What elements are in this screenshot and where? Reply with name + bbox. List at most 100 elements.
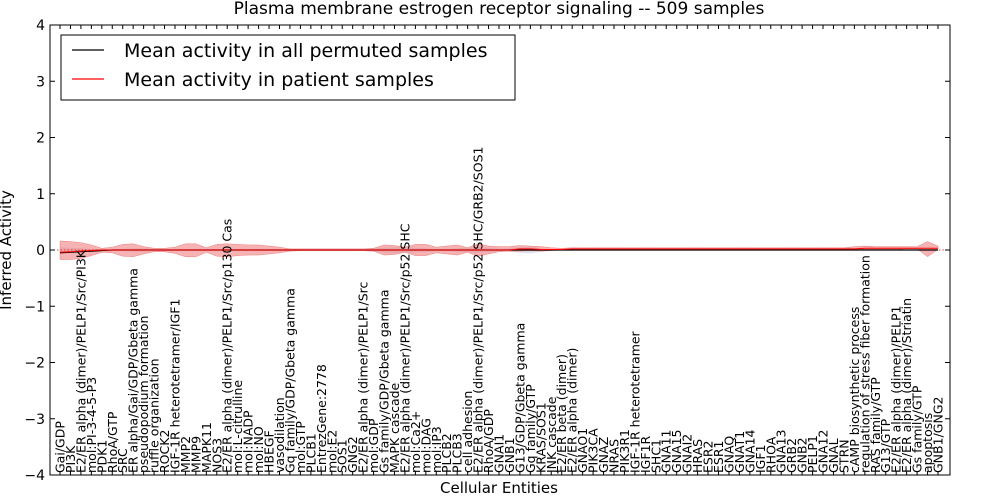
plot-area [49,24,951,476]
x-tick-label: GNB1 [502,437,517,473]
x-tick-label: E2/ER alpha (dimer)/PELP1/Src [356,281,371,473]
x-tick-label: PIK3R1 [617,429,632,473]
x-tick-label: GNG2 [345,436,360,473]
x-tick-label: IGF-1R heterotetramer/IGF1 [167,299,182,473]
x-tick-label: E2/ER alpha (dimer) [565,348,580,473]
x-tick-label: mol:GTP [293,421,308,473]
x-tick-label: HRAS [690,439,705,473]
y-tick-label: 2 [36,131,45,147]
x-tick-label: GNA12 [816,430,831,474]
x-tick-label: IGF1R [638,435,653,473]
x-tick-label: SRC [115,448,130,473]
x-tick-label: PLCB2 [439,433,454,473]
x-tick-label: Gq family/GTP [523,384,538,473]
x-tick-label: PLCB3 [450,433,465,473]
x-tick-label: ESR2 [701,441,716,473]
x-tick-label: HBEGF [262,430,277,473]
x-tick-label: RhoA/GTP [105,411,120,473]
x-tick-label: E2/ER alpha (dimer)/PELP1 [889,305,904,473]
x-tick-label: IGF1 [753,444,768,473]
x-tick-label: GNAQ [721,436,736,473]
x-tick-label: KRAS/SOS1 [533,402,548,473]
x-tick-label: PIK3CA [586,428,601,473]
x-tick-label: E2/ER alpha (dimer)/PELP1/Src/p130 Cas [220,219,235,473]
chart-title: Plasma membrane estrogen receptor signal… [234,0,765,19]
y-tick-label: 0 [36,243,45,259]
x-tick-label: vasodilation [272,397,287,473]
x-tick-label: PELP1 [805,435,820,473]
x-tick-label: GRB2 [784,438,799,473]
x-tick-label: Gs family/GDP/Gbeta gamma [377,290,392,473]
x-tick-label: MMP2 [178,436,193,473]
x-tick-label: GNB1/GNG2 [931,397,946,473]
x-tick-label: GNAO1 [575,428,590,473]
x-tick-label: mol:PI-3-4-5-P3 [84,377,99,473]
x-tick-label: mol:Ca2+ [408,411,423,473]
x-tick-label: MAPK cascade [387,382,402,473]
x-tick-label: RHOA [763,436,778,473]
x-tick-label: E2/ER alpha (dimer)/PELP1/Src/p52 SHC/GR… [471,147,486,473]
x-tick-label: mol:IP3 [429,426,444,473]
x-tick-label: EntrezGene:2778 [314,364,329,473]
x-tick-label: GNB2 [795,437,810,473]
x-tick-label: regulation of stress fiber formation [857,255,872,473]
x-tick-label: NRAS [606,439,621,473]
x-tick-label: PDK1 [94,440,109,473]
x-tick-label: NOS3 [209,438,224,473]
legend: Mean activity in all permuted samples Mea… [60,34,516,101]
x-tick-label: GNA11 [659,430,674,474]
x-tick-label: ESR1 [711,441,726,473]
x-tick-label: E2/ER alpha (dimer)/Striatin [899,298,914,473]
x-tick-label: mol:NADP [241,410,256,473]
legend-label-permuted: Mean activity in all permuted samples [124,40,487,62]
x-tick-label: mol:NO [251,426,266,473]
y-tick-label: 3 [36,74,45,90]
x-tick-label: Gs family/GTP [910,385,925,473]
x-tick-label: G13/GDP/Gbeta gamma [512,323,527,473]
x-tick-label: GNA15 [669,430,684,474]
y-tick-label: −2 [24,356,45,372]
x-tick-label: IGF-1R heterotetramer [627,330,642,473]
y-tick-label: 1 [36,187,45,203]
x-tick-label: GNAT1 [732,431,747,473]
x-tick-label: apoptosis [920,413,935,473]
x-tick-label: E2/ER alpha (dimer)/PELP1/Src/PI3K [73,249,88,473]
legend-box [60,34,516,101]
x-tick-label: E2/ER alpha (dimer)/PELP1/Src/p52 SHC [397,223,412,473]
y-tick-label: −4 [24,468,45,484]
x-tick-label: RhoA/GDP [481,409,496,473]
y-axis-tick-labels: −4 −3 −2 −1 0 1 2 3 4 [24,18,950,484]
x-tick-label: G13/GTP [878,418,893,473]
series-line-patient [59,247,938,253]
x-tick-label: SHC1 [648,439,663,473]
y-axis-label: Inferred Activity [0,190,15,310]
x-tick-label: ruffle organization [147,358,162,473]
x-tick-label: MAPK11 [199,422,214,473]
x-tick-label: mol:E2 [324,430,339,473]
x-tick-label: cAMP biosynthetic process [847,307,862,473]
x-tick-label: JNK cascade [544,396,559,474]
y-tick-label: −1 [24,299,45,315]
x-axis-label: Cellular Entities [440,479,558,497]
x-tick-label: GNA14 [742,429,757,473]
x-tick-label: Gq family/GDP/Gbeta gamma [282,288,297,473]
x-tick-label: GNAI1 [492,434,507,473]
x-tick-label: PLCB1 [303,433,318,473]
x-tick-label: STRN [836,439,851,473]
y-tick-label: −3 [24,412,45,428]
x-tick-label: GNAZ [596,437,611,473]
x-tick-label: RAS family/GTP [868,377,883,473]
x-tick-label: MMP9 [188,436,203,473]
x-tick-label: mol:GDP [366,418,381,473]
x-tick-label: mol:L-citrulline [230,380,245,473]
x-tick-label: GNAI2 [680,434,695,473]
x-tick-label: pseudopodium formation [136,316,151,473]
x-tick-label: mol:DAG [418,418,433,473]
x-tick-label: Gai/GDP [53,421,68,473]
x-tick-label: ER alpha/Gai/GDP/Gbeta gamma [126,268,141,473]
x-tick-label: GNA13 [774,430,789,474]
x-tick-label: E2/ER beta (dimer) [554,354,569,473]
x-tick-label: PI3K [63,445,78,473]
